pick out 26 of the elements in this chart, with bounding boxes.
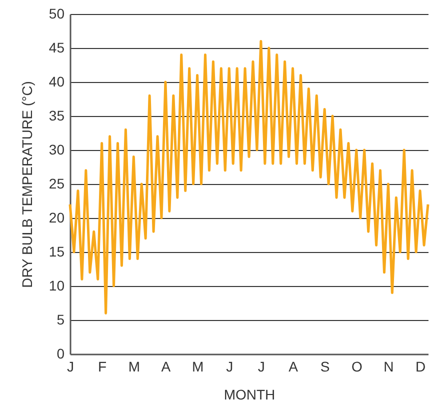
x-axis-title: MONTH <box>224 386 276 402</box>
x-tick-label: F <box>98 358 107 374</box>
y-tick-label: 10 <box>48 278 65 294</box>
x-tick-label: M <box>128 358 140 374</box>
x-tick-label: N <box>384 358 394 374</box>
x-tick-label: D <box>415 358 426 374</box>
x-tick-label: J <box>258 358 265 374</box>
y-tick-label: 5 <box>56 312 65 328</box>
y-tick-label: 0 <box>56 346 65 362</box>
x-tick-label: A <box>288 358 299 374</box>
y-axis-title: DRY BULB TEMPERATURE (°C) <box>18 81 35 288</box>
y-tick-label: 50 <box>48 6 65 22</box>
y-tick-label: 35 <box>48 108 65 124</box>
y-tick-label: 40 <box>48 74 65 90</box>
x-tick-label: M <box>192 358 204 374</box>
x-tick-label: J <box>67 358 74 374</box>
y-tick-label: 15 <box>48 244 65 260</box>
x-tick-label: J <box>226 358 234 374</box>
x-tick-label: A <box>161 358 172 374</box>
y-tick-label: 20 <box>48 210 65 226</box>
x-tick-label: O <box>351 358 362 374</box>
line-series <box>68 40 430 314</box>
x-tick-label: S <box>320 358 330 374</box>
y-tick-label: 45 <box>48 40 65 56</box>
y-tick-label: 25 <box>48 176 65 192</box>
y-tick-label: 30 <box>48 142 65 158</box>
